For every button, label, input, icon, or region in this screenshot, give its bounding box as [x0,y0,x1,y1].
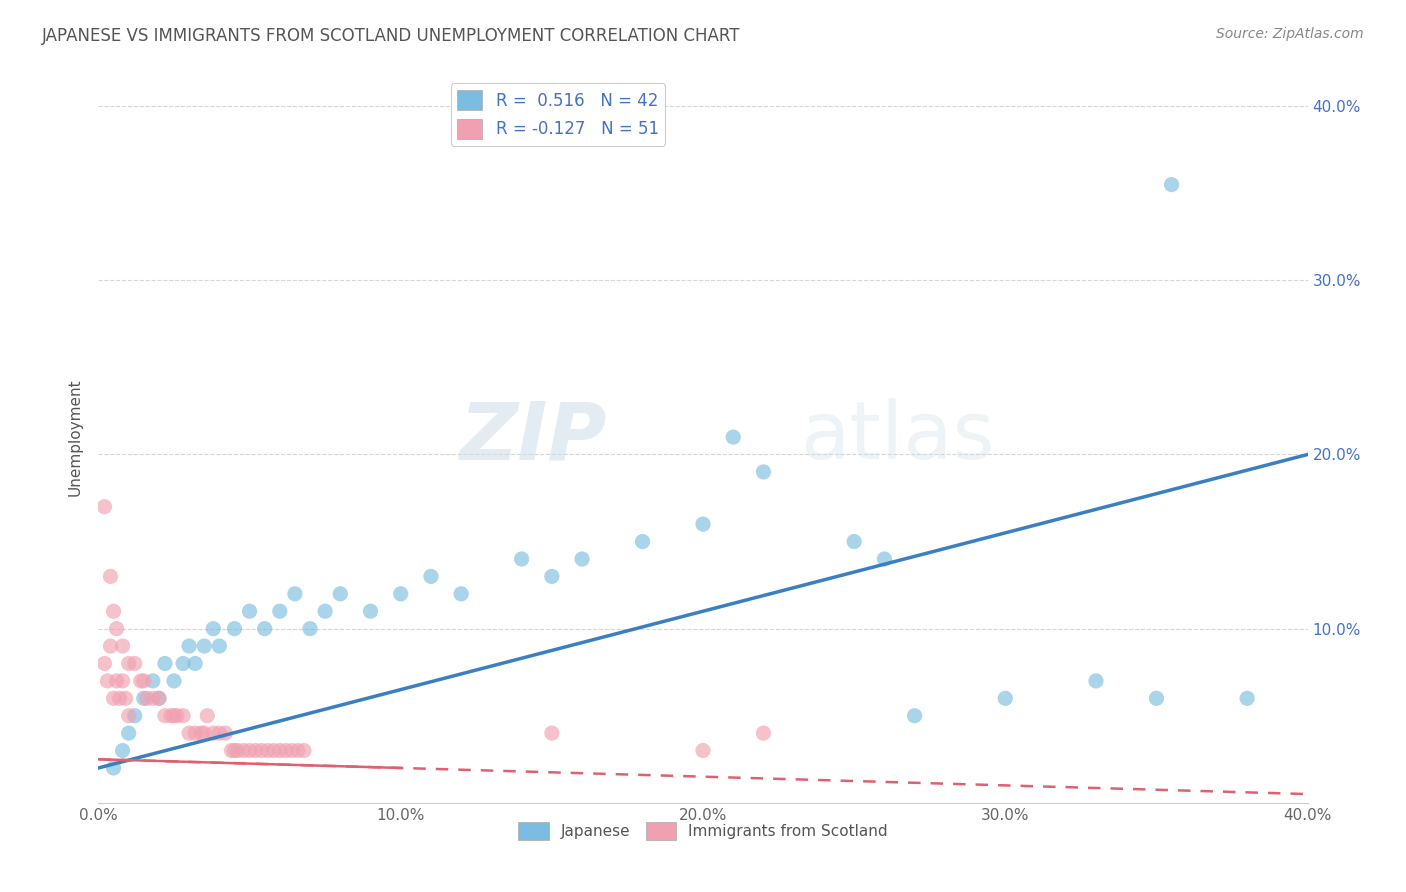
Point [118,708,141,723]
Point [179,639,201,653]
Point [184,657,207,671]
Text: atlas: atlas [800,398,994,476]
Point [105,673,128,688]
Point [540,726,562,740]
Point [142,673,165,688]
Point [420,569,443,583]
Point [208,639,231,653]
Point [111,673,134,688]
Point [274,743,297,757]
Point [193,639,215,653]
Point [269,604,291,618]
Point [287,743,309,757]
Point [124,657,146,671]
Point [160,708,183,723]
Point [111,639,134,653]
Point [166,708,188,723]
Point [190,726,212,740]
Point [184,726,207,740]
Point [93,500,115,514]
Point [692,743,714,757]
Point [193,726,215,740]
Point [1236,691,1258,706]
Point [571,552,593,566]
Point [1160,178,1182,192]
Point [153,708,176,723]
Point [202,622,225,636]
Point [172,657,194,671]
Point [93,657,115,671]
Point [100,569,122,583]
Point [100,639,122,653]
Point [540,569,562,583]
Legend: Japanese, Immigrants from Scotland: Japanese, Immigrants from Scotland [512,815,894,847]
Point [250,743,273,757]
Point [214,726,236,740]
Point [389,587,412,601]
Point [631,534,654,549]
Point [263,743,285,757]
Point [292,743,315,757]
Y-axis label: Unemployment: Unemployment [67,378,83,496]
Point [329,587,352,601]
Point [224,622,246,636]
Point [103,691,125,706]
Point [226,743,249,757]
Point [314,604,336,618]
Point [118,726,141,740]
Point [148,691,170,706]
Point [904,708,927,723]
Point [256,743,278,757]
Point [103,604,125,618]
Point [108,691,131,706]
Point [163,708,186,723]
Point [253,622,276,636]
Point [723,430,745,444]
Point [105,622,128,636]
Point [111,743,134,757]
Point [692,517,714,532]
Point [510,552,533,566]
Point [281,743,304,757]
Point [135,691,157,706]
Text: JAPANESE VS IMMIGRANTS FROM SCOTLAND UNEMPLOYMENT CORRELATION CHART: JAPANESE VS IMMIGRANTS FROM SCOTLAND UNE… [42,27,741,45]
Text: ZIP: ZIP [458,398,606,476]
Point [232,743,254,757]
Point [239,604,262,618]
Point [114,691,136,706]
Point [132,673,155,688]
Point [844,534,866,549]
Point [1144,691,1167,706]
Point [221,743,243,757]
Point [148,691,170,706]
Point [284,587,307,601]
Point [360,604,382,618]
Point [994,691,1017,706]
Point [172,708,194,723]
Text: Source: ZipAtlas.com: Source: ZipAtlas.com [1216,27,1364,41]
Point [299,622,322,636]
Point [450,587,472,601]
Point [208,726,231,740]
Point [103,761,125,775]
Point [153,657,176,671]
Point [269,743,291,757]
Point [179,726,201,740]
Point [202,726,225,740]
Point [752,465,775,479]
Point [129,673,152,688]
Point [124,708,146,723]
Point [195,708,218,723]
Point [873,552,896,566]
Point [132,691,155,706]
Point [118,657,141,671]
Point [142,691,165,706]
Point [1085,673,1108,688]
Point [752,726,775,740]
Point [245,743,267,757]
Point [239,743,262,757]
Point [163,673,186,688]
Point [96,673,118,688]
Point [224,743,246,757]
